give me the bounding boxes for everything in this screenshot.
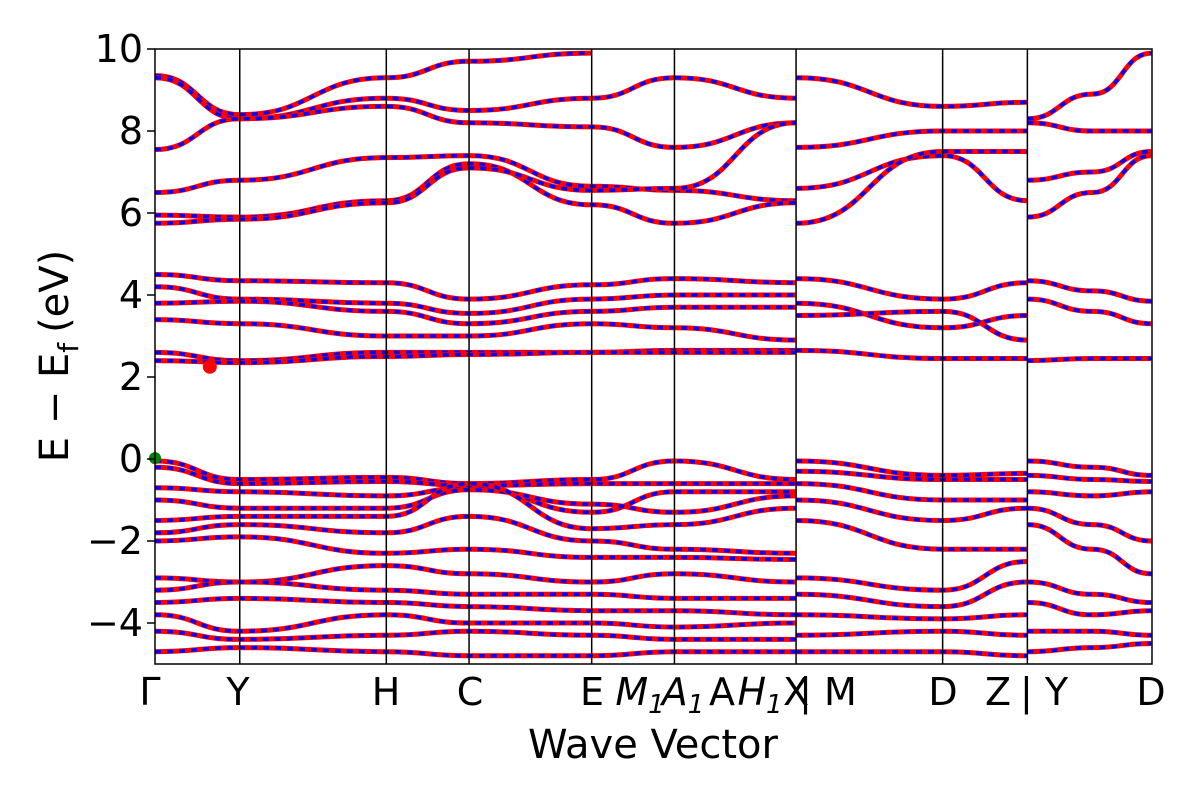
band-line-43 bbox=[1027, 522, 1152, 577]
band-line-dashed-58 bbox=[1027, 641, 1152, 654]
band-line-55 bbox=[1027, 579, 1152, 605]
band-line-dashed-40 bbox=[1027, 473, 1152, 484]
x-tick-label-0: Γ bbox=[139, 670, 160, 714]
x-tick-label-3: C bbox=[457, 670, 484, 714]
y-tick-label-6: 8 bbox=[119, 109, 143, 153]
y-axis-title-main: E − E bbox=[32, 353, 78, 463]
band-line-37 bbox=[796, 497, 1028, 524]
x-tick-label-12: Z bbox=[985, 670, 1011, 714]
markers-layer bbox=[149, 359, 217, 465]
x-tick-label-13: | Y bbox=[1020, 670, 1069, 715]
y-tick-label-3: 2 bbox=[119, 355, 143, 399]
band-line-dashed-41 bbox=[1027, 490, 1152, 498]
band-line-dashed-57 bbox=[1027, 629, 1152, 638]
y-tick-label-1: −2 bbox=[87, 519, 143, 563]
band-line-34 bbox=[796, 458, 1028, 478]
band-line-dashed-9 bbox=[155, 121, 797, 226]
plot-frame bbox=[154, 48, 1153, 665]
band-line-dashed-5 bbox=[1027, 51, 1152, 121]
band-line-dashed-24 bbox=[1027, 278, 1152, 303]
band-line-52 bbox=[796, 612, 1028, 622]
y-axis-title-subscript: f bbox=[52, 342, 85, 353]
x-tick-label-7: A bbox=[709, 670, 735, 714]
band-line-56 bbox=[1027, 600, 1152, 618]
band-line-dashed-3 bbox=[796, 75, 1028, 109]
x-tick-label-1: Y bbox=[225, 670, 250, 714]
band-line-dashed-13 bbox=[1027, 153, 1152, 219]
x-tick-label-2: H bbox=[372, 670, 401, 714]
band-line-54 bbox=[796, 649, 1028, 659]
x-axis-title: Wave Vector bbox=[528, 722, 779, 768]
y-axis-title-unit: (eV) bbox=[32, 250, 78, 333]
band-line-dashed-38 bbox=[796, 518, 1028, 551]
x-tick-label-8: H1 bbox=[737, 670, 782, 720]
x-tick-label-9: X bbox=[783, 670, 809, 714]
x-tick-label-11: D bbox=[928, 670, 957, 714]
band-line-dashed-39 bbox=[1027, 459, 1152, 478]
y-tick-label-7: 10 bbox=[95, 27, 143, 71]
band-line-dashed-6 bbox=[1027, 121, 1152, 133]
band-line-36 bbox=[796, 481, 1028, 503]
band-line-25 bbox=[1027, 296, 1152, 327]
x-tick-label-6: A1 bbox=[659, 670, 705, 720]
x-tick-label-10: | M bbox=[799, 670, 857, 715]
y-tick-label-0: −4 bbox=[87, 601, 143, 645]
band-line-dashed-26 bbox=[1027, 356, 1152, 363]
x-tick-label-4: E bbox=[580, 670, 604, 714]
band-line-35 bbox=[796, 468, 1028, 483]
band-line-dashed-10 bbox=[796, 153, 1028, 203]
y-tick-label-2: 0 bbox=[119, 437, 143, 481]
band-line-53 bbox=[796, 628, 1028, 638]
y-tick-label-4: 4 bbox=[119, 273, 143, 317]
high-symmetry-lines bbox=[238, 49, 1029, 664]
band-line-4 bbox=[796, 128, 1028, 150]
y-tick-label-5: 6 bbox=[119, 191, 143, 235]
band-line-dashed-21 bbox=[796, 301, 1028, 330]
band-line-23 bbox=[796, 347, 1028, 362]
point-marker-0 bbox=[202, 359, 217, 374]
y-axis-ticks: −4 −2 0 2 4 6 8 10 bbox=[87, 27, 155, 645]
band-line-dashed-42 bbox=[1027, 506, 1152, 543]
x-tick-label-14: D bbox=[1136, 670, 1165, 714]
band-line-dashed-0 bbox=[155, 51, 592, 117]
y-axis-title: E − Ef (eV) bbox=[32, 250, 85, 463]
band-line-dashed-12 bbox=[1027, 149, 1152, 182]
band-line-dashed-11 bbox=[796, 149, 1028, 226]
x-tick-label-5: M1 bbox=[615, 670, 664, 720]
